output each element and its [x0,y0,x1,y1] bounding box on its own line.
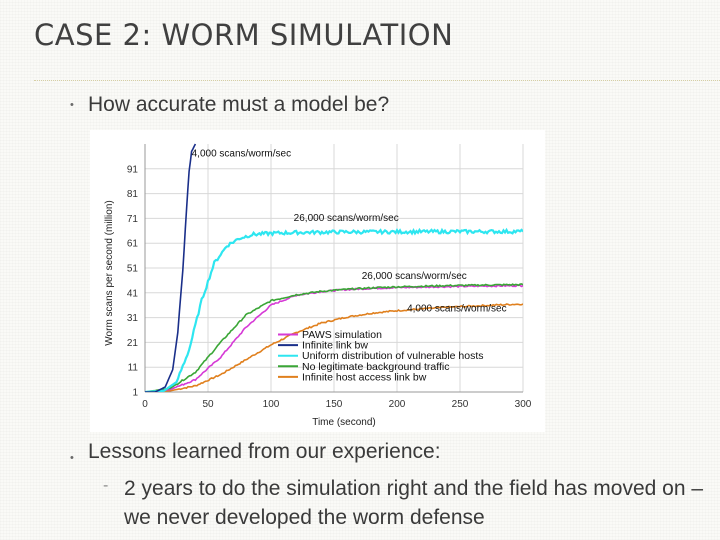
series-line [145,303,523,392]
x-tick-label: 200 [389,399,406,410]
y-tick-label: 21 [127,338,139,349]
y-tick-label: 71 [127,214,139,225]
bullet-lessons: Lessons learned from our experience: [88,440,441,463]
y-tick-label: 1 [132,388,138,399]
x-tick-label: 250 [452,399,469,410]
chart-series [145,143,523,392]
y-tick-label: 11 [128,363,139,374]
x-axis-label: Time (second) [312,417,376,428]
legend-entry: PAWS simulation [302,329,382,341]
worm-simulation-chart: 1 11 21 31 41 51 61 71 81 91 0 50 100 150 200 250 300 Tim… [90,130,545,432]
x-tick-label: 300 [515,399,532,410]
sub-bullet-marker: - [103,477,109,494]
y-tick-label: 91 [127,164,139,175]
y-axis-label: Worm scans per second (million) [104,200,115,345]
y-tick-label: 31 [127,313,139,324]
title-divider [34,80,720,81]
chart-annotations: 4,000 scans/worm/sec 26,000 scans/worm/se… [192,148,507,314]
y-tick-label: 41 [127,288,139,299]
legend-entry: Infinite host access link bw [302,371,427,383]
annotation-label: 26,000 scans/worm/sec [362,271,467,282]
sub-bullet-simulation-time: 2 years to do the simulation right and t… [124,477,704,529]
series-line [145,143,197,392]
series-line [145,283,523,392]
legend-entry: Uniform distribution of vulnerable hosts [302,350,484,362]
x-tick-label: 50 [202,399,214,410]
x-tick-label: 150 [326,399,343,410]
x-tick-label: 100 [263,399,280,410]
bullet-question: How accurate must a model be? [88,93,390,116]
annotation-label: 26,000 scans/worm/sec [294,213,399,224]
series-line [145,227,523,392]
annotation-label: 4,000 scans/worm/sec [407,303,507,314]
slide-title: CASE 2: WORM SIMULATION [34,18,454,52]
legend-entry: Infinite link bw [302,340,368,352]
y-tick-label: 81 [127,189,139,200]
y-tick-label: 61 [127,239,139,250]
bullet-marker: • [70,452,74,464]
legend-entry: No legitimate background traffic [302,361,449,373]
x-tick-label: 0 [142,399,148,410]
y-tick-label: 51 [127,264,139,275]
annotation-label: 4,000 scans/worm/sec [192,148,292,159]
chart-grid [144,144,524,393]
bullet-marker: • [70,99,74,111]
